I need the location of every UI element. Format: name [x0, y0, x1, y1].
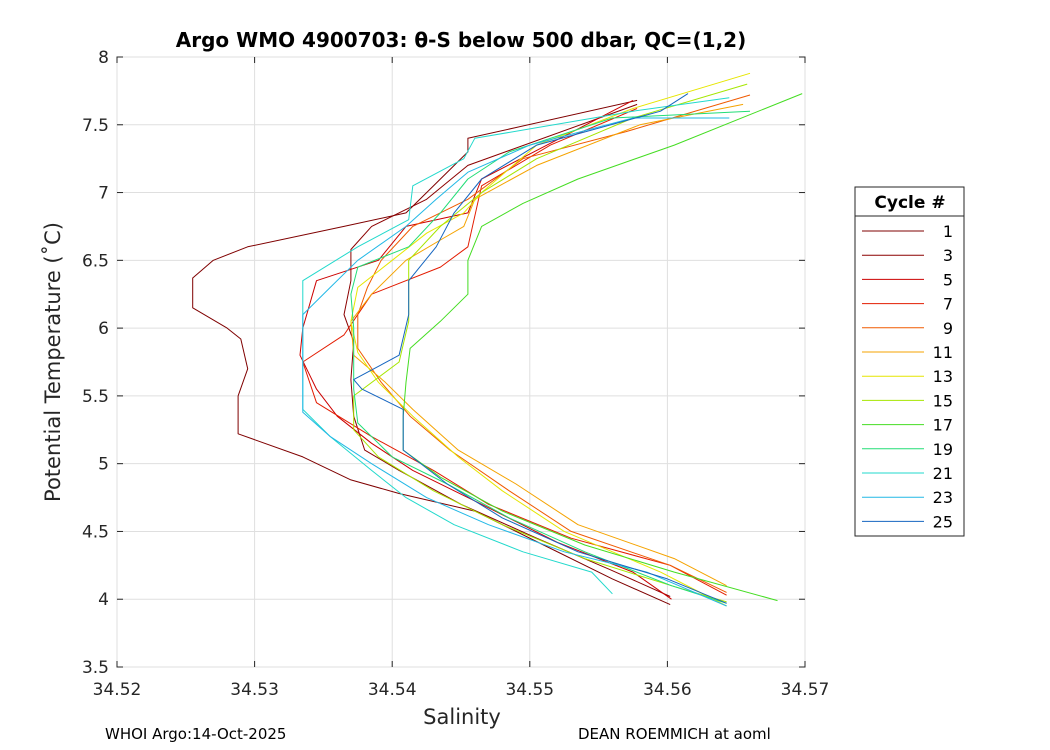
legend-label-cycle-19: 19 [933, 440, 953, 459]
x-tick-label: 34.54 [368, 680, 417, 700]
legend-label-cycle-25: 25 [933, 512, 953, 531]
series-lines [192, 72, 803, 607]
legend-title: Cycle # [874, 193, 945, 213]
y-tick-label: 7.5 [82, 116, 109, 136]
x-tick-label: 34.56 [643, 680, 692, 700]
y-tick-label: 4.5 [82, 522, 109, 542]
series-line-cycle-15 [353, 83, 748, 603]
y-tick-label: 8 [98, 48, 109, 68]
y-tick-label: 5.5 [82, 387, 109, 407]
series-line-cycle-9 [357, 94, 751, 593]
legend-label-cycle-3: 3 [943, 246, 953, 265]
legend-label-cycle-23: 23 [933, 488, 953, 507]
y-axis-label: Potential Temperature (˚C) [41, 222, 65, 502]
x-tick-label: 34.55 [505, 680, 554, 700]
y-tick-label: 6 [98, 319, 109, 339]
grid [116, 56, 806, 668]
y-tick-label: 7 [98, 184, 109, 204]
legend-label-cycle-17: 17 [933, 416, 953, 435]
plot-frame [116, 56, 806, 668]
series-line-cycle-25 [353, 93, 727, 604]
x-tick-label: 34.57 [781, 680, 830, 700]
x-tick-label: 34.52 [93, 680, 142, 700]
y-tick-label: 5 [98, 455, 109, 475]
legend-label-cycle-15: 15 [933, 391, 953, 410]
x-axis-label: Salinity [423, 705, 501, 729]
series-line-cycle-23 [302, 117, 730, 607]
legend-label-cycle-1: 1 [943, 222, 953, 241]
series-line-cycle-19 [350, 110, 751, 604]
series-line-cycle-5 [299, 99, 672, 600]
legend-label-cycle-9: 9 [943, 319, 953, 338]
series-line-cycle-13 [350, 72, 751, 607]
series-line-cycle-17 [402, 93, 803, 602]
chart-title: Argo WMO 4900703: θ-S below 500 dbar, QC… [176, 28, 746, 52]
x-tick-label: 34.53 [230, 680, 279, 700]
plot-area [116, 56, 806, 668]
legend-label-cycle-11: 11 [933, 343, 953, 362]
legend-box [854, 186, 965, 537]
series-line-cycle-3 [343, 103, 671, 597]
footer-pi: DEAN ROEMMICH at aoml [578, 725, 771, 743]
y-tick-label: 3.5 [82, 658, 109, 678]
y-tick-label: 4 [98, 590, 109, 610]
legend-label-cycle-5: 5 [943, 270, 953, 289]
axes: 34.52 34.53 34.54 34.55 34.56 34.57 3.5 4 4.5 5 5.… [82, 48, 829, 700]
footer-date: WHOI Argo:14-Oct-2025 [105, 725, 287, 743]
y-tick-label: 6.5 [82, 251, 109, 271]
legend-label-cycle-7: 7 [943, 295, 953, 314]
legend-label-cycle-21: 21 [933, 464, 953, 483]
legend-label-cycle-13: 13 [933, 367, 953, 386]
